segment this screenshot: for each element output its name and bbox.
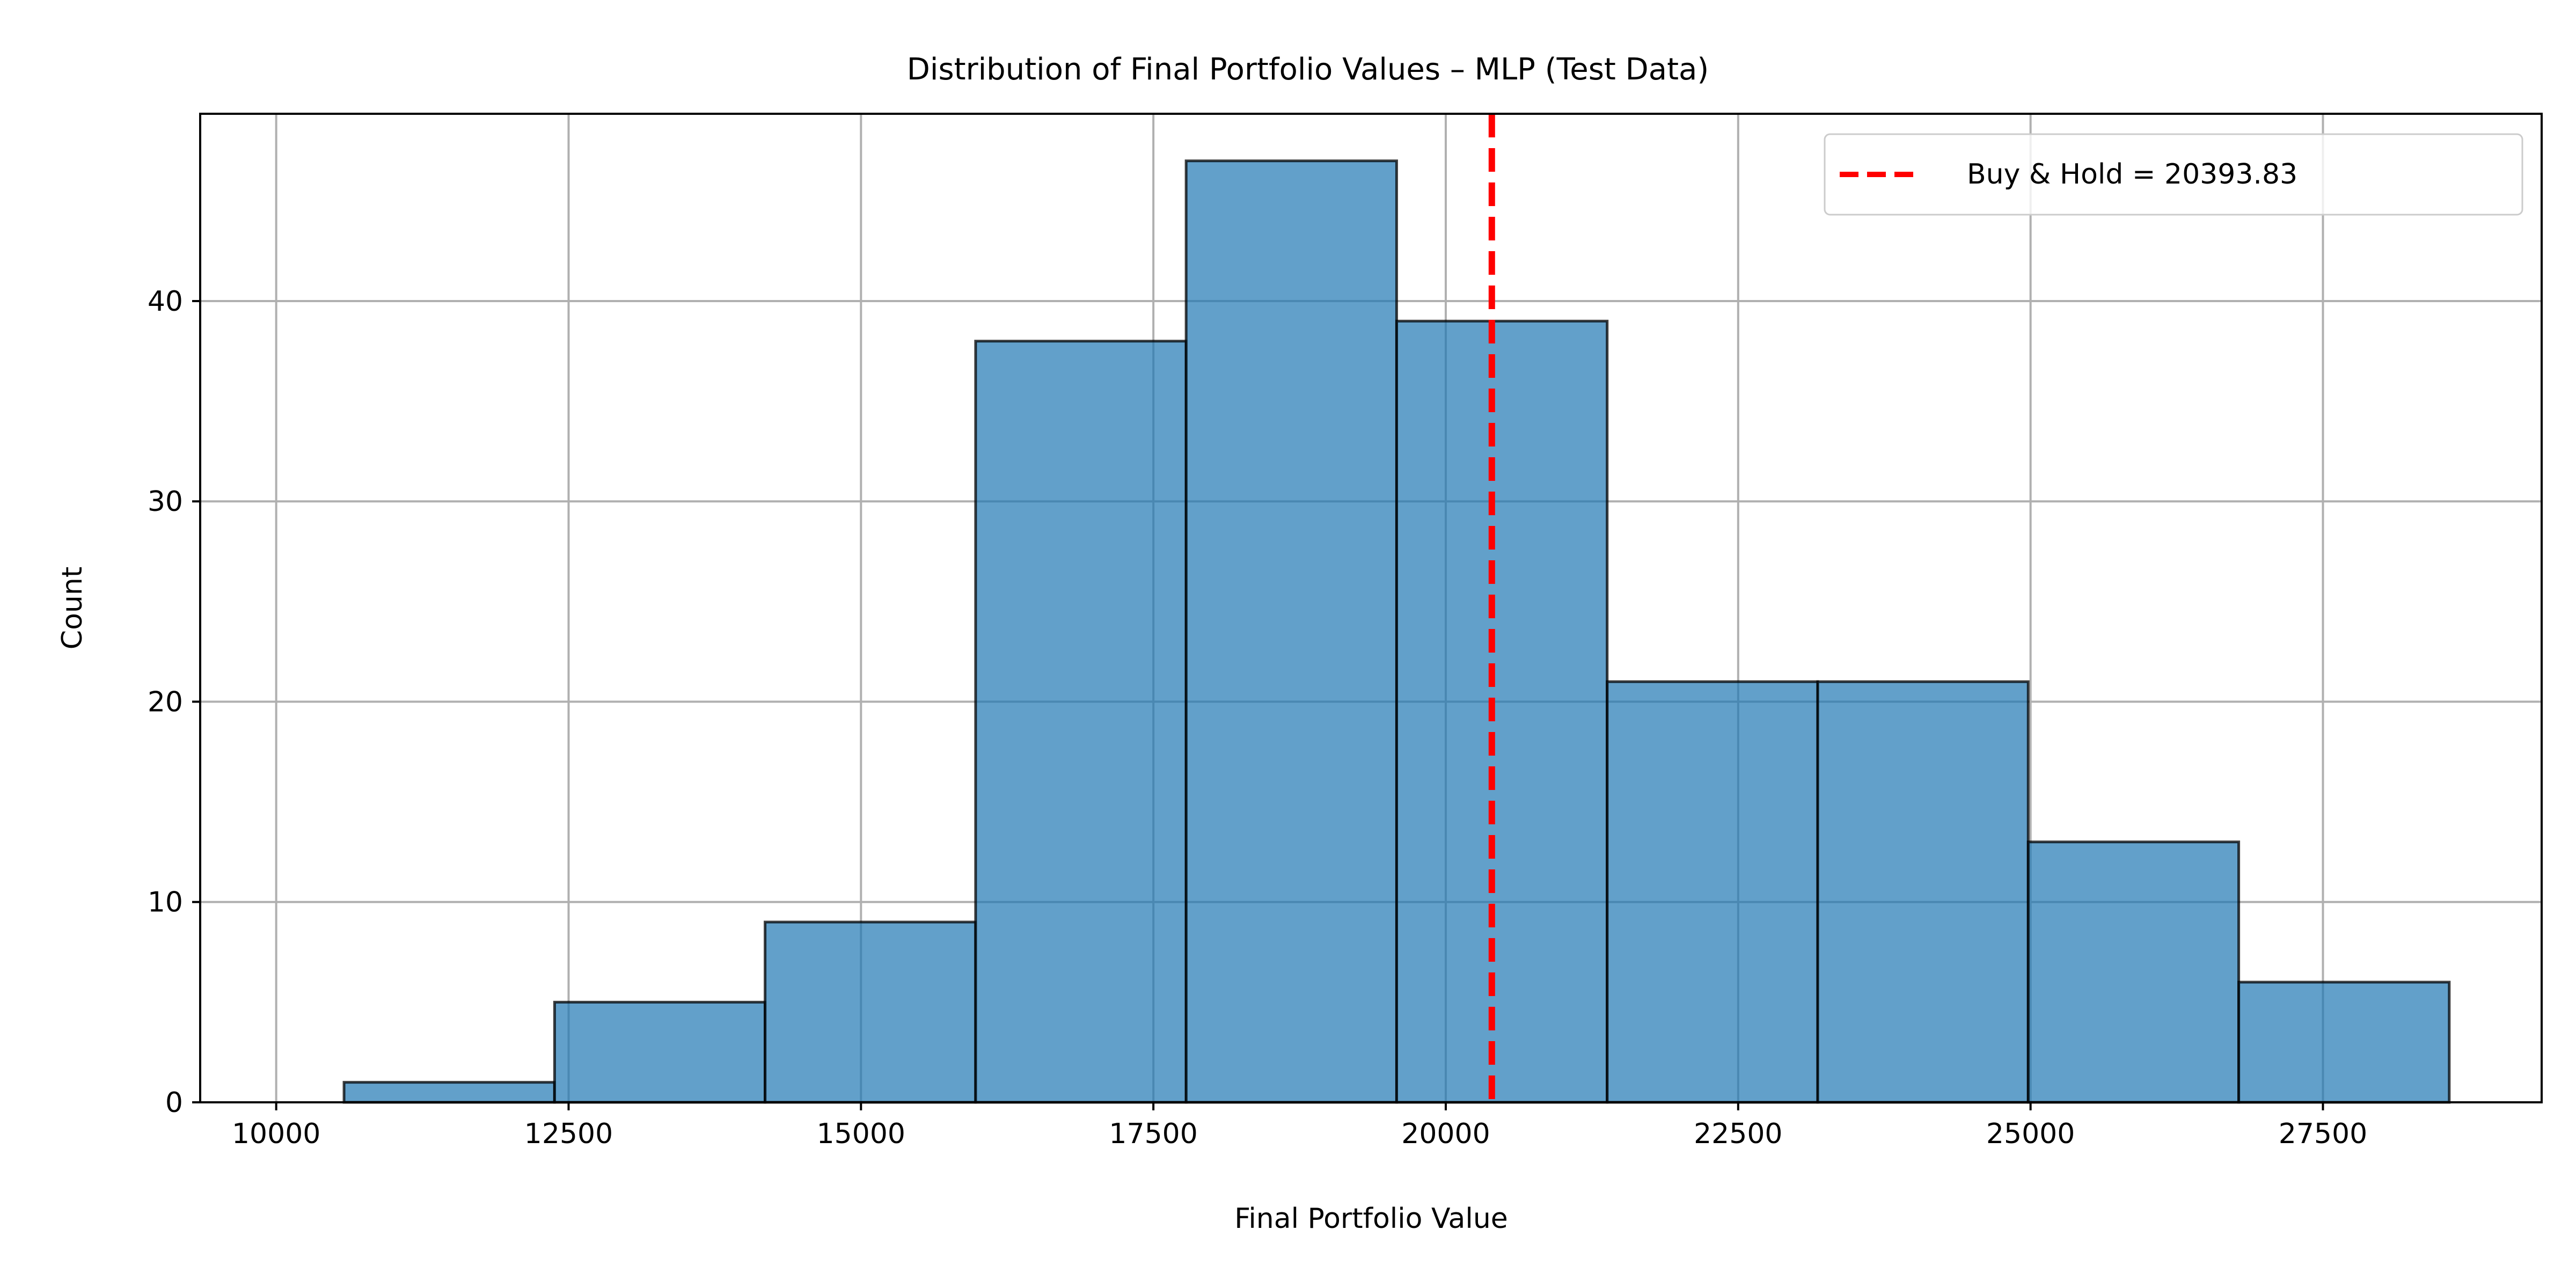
histogram-bar [1606, 680, 1819, 1104]
histogram-bar [2026, 840, 2241, 1104]
x-tick-label: 25000 [1986, 1118, 2075, 1150]
y-axis-ticks: 0 10 20 30 40 [148, 286, 200, 1119]
x-tick-label: 20000 [1401, 1118, 1490, 1150]
x-tick-label: 10000 [232, 1118, 320, 1150]
y-tick-label: 10 [148, 887, 183, 919]
histogram-bar [1395, 319, 1609, 1104]
y-axis-label: Count [56, 567, 89, 649]
histogram-bar [1816, 680, 2030, 1104]
legend-box [1824, 133, 2523, 216]
x-axis-ticks: 10000 12500 15000 17500 20000 22500 25000 27500 [232, 1102, 2367, 1150]
y-tick-label: 0 [165, 1087, 183, 1119]
histogram-bars [342, 159, 2451, 1104]
chart-title: Distribution of Final Portfolio Values –… [907, 52, 1709, 87]
histogram-bar [342, 1081, 556, 1104]
x-tick-label: 15000 [817, 1118, 905, 1150]
x-tick-label: 12500 [524, 1118, 613, 1150]
x-axis-label: Final Portfolio Value [1234, 1203, 1508, 1235]
y-tick-label: 20 [148, 686, 183, 718]
y-tick-label: 30 [148, 486, 183, 518]
plot-frame [199, 113, 2543, 1103]
x-tick-label: 27500 [2279, 1118, 2367, 1150]
y-tick-label: 40 [148, 286, 183, 318]
x-tick-label: 17500 [1109, 1118, 1197, 1150]
histogram-bar [2237, 980, 2451, 1104]
x-tick-label: 22500 [1694, 1118, 1782, 1150]
histogram-bar [764, 920, 977, 1104]
legend-label: Buy & Hold = 20393.83 [1967, 158, 2297, 191]
legend: Buy & Hold = 20393.83 [1824, 133, 2523, 216]
histogram-bar [974, 340, 1188, 1104]
histogram-bar [553, 1000, 767, 1104]
histogram-bar [1184, 159, 1398, 1104]
